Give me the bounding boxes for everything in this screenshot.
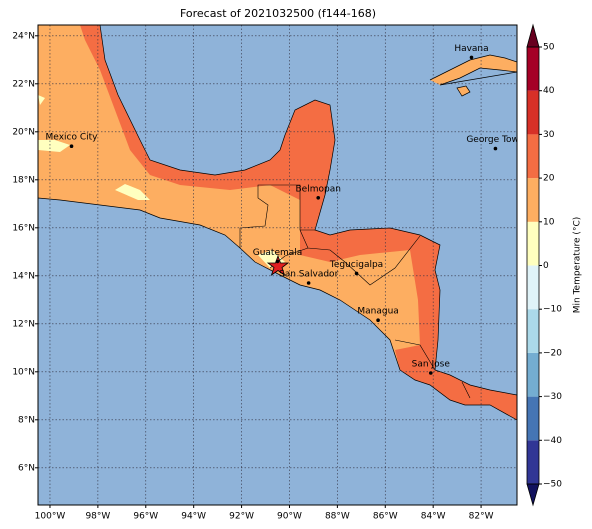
cuba — [430, 55, 517, 85]
cool-patch — [115, 184, 150, 200]
cool-patch — [38, 95, 45, 105]
cool-patch — [38, 140, 70, 152]
country-border — [239, 184, 471, 399]
city-marker — [69, 144, 74, 148]
lat-tick-label: 12°N — [12, 319, 35, 329]
lon-tick-label: 90°W — [277, 512, 302, 522]
map-frame — [37, 24, 518, 506]
city-label: San Salvador — [279, 270, 339, 280]
city-marker — [493, 146, 498, 151]
lat-tick-label: 18°N — [12, 175, 35, 185]
colorbar-band — [527, 47, 539, 91]
cuba-coast — [429, 54, 517, 97]
city-marker — [376, 318, 380, 323]
city-label: Guatemala — [253, 248, 303, 258]
colorbar-tick-label: −50 — [543, 480, 562, 490]
city-label: Managua — [357, 307, 398, 317]
lat-tick-label: 8°N — [18, 415, 35, 425]
map-title: Forecast of 2021032500 (f144-168) — [180, 7, 376, 20]
colorbar-band — [527, 265, 539, 310]
cities: Mexico City Belmopan Guatemala San Salvador… — [46, 44, 524, 375]
colorbar-band — [527, 352, 539, 397]
city-label: Havana — [454, 44, 488, 54]
colorbar-tick-label: −30 — [543, 392, 562, 402]
colorbar: −50 −40 −30 −20 −10 0 10 20 30 40 50 — [526, 23, 562, 507]
star-marker — [266, 254, 290, 277]
colorbar-tick-label: 10 — [543, 217, 555, 227]
lat-tick-label: 22°N — [12, 79, 35, 89]
lon-tick-label: 100°W — [35, 512, 66, 522]
colorbar-band — [527, 309, 539, 353]
lat-tick-label: 14°N — [12, 271, 35, 281]
city-label: Belmopan — [296, 184, 341, 194]
colorbar-band — [527, 440, 539, 484]
lat-tick-label: 24°N — [12, 31, 35, 41]
land — [38, 25, 517, 421]
city-marker — [469, 55, 474, 60]
lon-tick-label: 92°W — [229, 512, 254, 522]
lat-tick-label: 16°N — [12, 223, 35, 233]
colorbar-band — [527, 178, 539, 222]
colorbar-label: Min Temperature (°C) — [573, 217, 583, 314]
colorbar-band — [527, 90, 539, 135]
lon-tick-label: 94°W — [181, 512, 206, 522]
lon-tick-label: 98°W — [85, 512, 110, 522]
city-label: Mexico City — [46, 133, 99, 143]
colorbar-tick-label: 30 — [543, 130, 555, 140]
colorbar-tick-label: 20 — [543, 174, 555, 184]
colorbar-band — [527, 396, 539, 441]
city-marker — [306, 281, 311, 285]
colorbar-band — [527, 221, 539, 266]
lon-tick-label: 86°W — [373, 512, 398, 522]
city-label: George Town — [466, 135, 524, 145]
city-marker — [275, 259, 280, 264]
colorbar-tick-label: −20 — [543, 348, 562, 358]
colorbar-tick-label: −10 — [543, 305, 562, 315]
colorbar-tick-label: 50 — [543, 43, 555, 53]
city-marker — [316, 196, 321, 200]
lat-tick-label: 20°N — [12, 127, 35, 137]
city-marker — [428, 371, 433, 375]
lon-tick-label: 84°W — [421, 512, 446, 522]
colorbar-tick-label: 40 — [543, 86, 555, 96]
grid: 100°W 98°W 96°W 94°W 92°W 90°W 88°W 86°W 84°W 82°… — [12, 25, 517, 522]
colorbar-band — [527, 134, 539, 179]
lat-tick-label: 10°N — [12, 367, 35, 377]
city-label: Tegucigalpa — [329, 260, 383, 270]
colorbar-extend-low — [526, 483, 540, 507]
lon-tick-label: 96°W — [133, 512, 158, 522]
lon-tick-label: 82°W — [469, 512, 494, 522]
city-marker — [354, 271, 359, 276]
mainland — [38, 25, 517, 420]
city-label: San Jose — [412, 360, 451, 370]
colorbar-tick-label: 0 — [543, 261, 549, 271]
lat-tick-label: 6°N — [18, 463, 35, 473]
colorbar-tick-label: −40 — [543, 436, 562, 446]
lon-tick-label: 88°W — [325, 512, 350, 522]
coastline — [38, 25, 517, 421]
colorbar-extend-high — [526, 23, 540, 48]
